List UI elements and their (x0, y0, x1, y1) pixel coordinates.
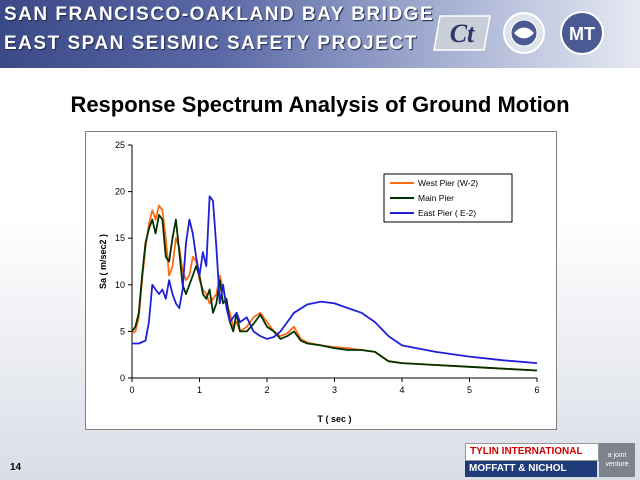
mtc-logo-icon: MT (560, 11, 604, 55)
page-number: 14 (10, 462, 22, 473)
x-tick-label: 6 (534, 385, 539, 395)
y-tick-label: 25 (115, 140, 125, 150)
x-tick-label: 2 (264, 385, 269, 395)
x-tick-label: 5 (467, 385, 472, 395)
y-tick-label: 10 (115, 280, 125, 290)
x-tick-label: 1 (197, 385, 202, 395)
x-tick-label: 4 (399, 385, 404, 395)
x-axis-label: T ( sec ) (317, 414, 351, 424)
moffatt-nichol-label: MOFFATT & NICHOL (469, 463, 567, 474)
legend-label-2: Main Pier (418, 193, 454, 203)
y-tick-label: 15 (115, 233, 125, 243)
y-tick-label: 0 (120, 373, 125, 383)
caltrans-logo-icon: Ct (433, 15, 491, 51)
tylin-label: TYLIN INTERNATIONAL (470, 446, 583, 457)
chart-container: 0 5 10 15 20 25 0 1 2 3 4 5 6 T ( sec ) Sa ( m/sec2 ) W… (85, 131, 557, 430)
moffatt-nichol-logo: MOFFATT & NICHOL (465, 461, 597, 477)
x-tick-label: 0 (129, 385, 134, 395)
x-tick-label: 3 (332, 385, 337, 395)
y-tick-label: 5 (120, 326, 125, 336)
legend-label-3: East Pier ( E-2) (418, 208, 476, 218)
joint-venture-label: a joint venture (599, 443, 635, 477)
series-line-2 (131, 214, 538, 372)
banner-title-line1: SAN FRANCISCO-OAKLAND BAY BRIDGE (4, 4, 435, 25)
svg-text:Ct: Ct (450, 19, 475, 48)
svg-text:MT: MT (569, 24, 595, 44)
series-line-3 (132, 195, 538, 364)
banner-title-line2: EAST SPAN SEISMIC SAFETY PROJECT (4, 33, 418, 54)
header-banner: SAN FRANCISCO-OAKLAND BAY BRIDGE EAST SP… (0, 0, 640, 68)
legend-label-1: West Pier (W-2) (418, 178, 478, 188)
response-spectrum-chart: 0 5 10 15 20 25 0 1 2 3 4 5 6 T ( sec ) Sa ( m/sec2 ) W… (98, 140, 540, 424)
bay-area-toll-seal-icon (503, 12, 545, 54)
slide-title: Response Spectrum Analysis of Ground Mot… (70, 92, 570, 117)
joint-venture-logo: TYLIN INTERNATIONAL MOFFATT & NICHOL a j… (465, 443, 635, 477)
tylin-logo: TYLIN INTERNATIONAL (465, 443, 599, 461)
y-tick-label: 20 (115, 187, 125, 197)
y-axis-label: Sa ( m/sec2 ) (98, 234, 108, 289)
